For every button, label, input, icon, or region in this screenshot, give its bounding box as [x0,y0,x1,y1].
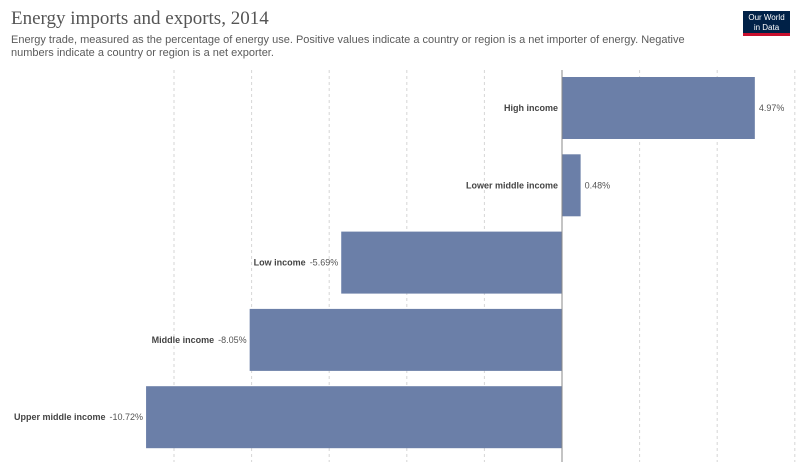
value-label: -10.72% [110,412,144,422]
logo-line-2: in Data [753,22,780,32]
value-label: 4.97% [759,103,785,113]
category-label: Lower middle income [466,180,558,190]
value-label: -8.05% [218,335,247,345]
category-label: Middle income [152,335,215,345]
bar[interactable] [562,77,755,139]
logo-line-1: Our World [748,13,785,22]
bar[interactable] [146,386,562,449]
bar[interactable] [249,308,562,371]
bar[interactable] [562,154,581,217]
bar[interactable] [341,231,562,294]
chart-subtitle: Energy trade, measured as the percentage… [11,34,685,59]
category-label: Low income [254,258,306,268]
value-label: -5.69% [310,258,339,268]
owid-logo[interactable]: Our World in Data [743,11,790,36]
value-label: 0.48% [585,180,611,190]
category-label: Upper middle income [14,412,106,422]
chart-title: Energy imports and exports, 2014 [11,8,269,29]
category-label: High income [504,103,558,113]
